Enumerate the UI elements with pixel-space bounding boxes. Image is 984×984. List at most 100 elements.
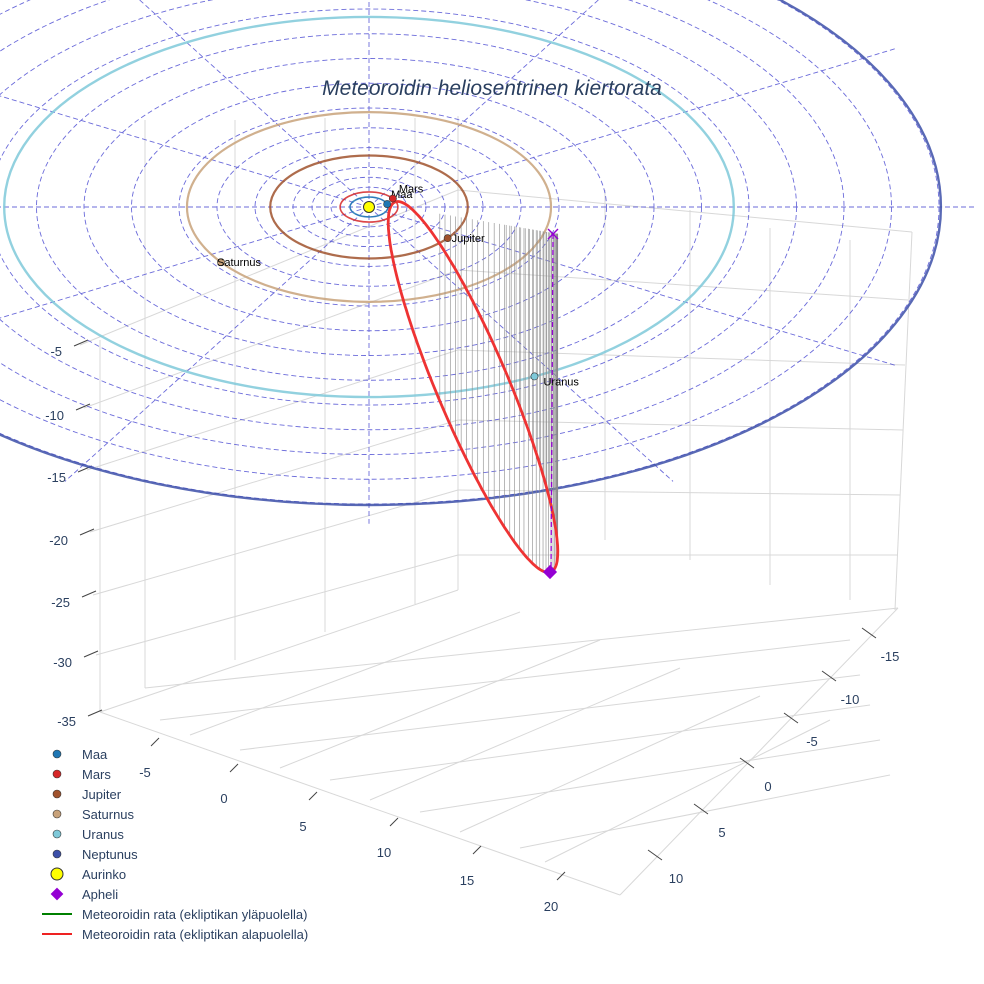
legend-swatch-circle-large <box>40 864 74 884</box>
legend-swatch-line <box>40 904 74 924</box>
ecliptic-grid-radial <box>368 48 896 208</box>
legend-label: Apheli <box>82 886 119 902</box>
ecliptic-grid-radial <box>0 206 370 319</box>
legend-item[interactable]: Maa <box>40 744 308 764</box>
legend: Maa Mars Jupiter Saturnus Uranus Neptunus Auri… <box>40 744 308 944</box>
legend-swatch-diamond <box>40 884 74 904</box>
ecliptic-grid-radial <box>368 206 896 366</box>
legend-item[interactable]: Meteoroidin rata (ekliptikan alapuolella… <box>40 924 308 944</box>
z-tick-label: -20 <box>49 533 68 548</box>
legend-item[interactable]: Neptunus <box>40 844 308 864</box>
planet-saturnus <box>217 258 225 267</box>
legend-item[interactable]: Mars <box>40 764 308 784</box>
ecliptic-grid-radial <box>138 0 370 208</box>
legend-swatch-circle <box>40 784 74 804</box>
y-tick-label: 0 <box>764 779 771 794</box>
legend-label: Saturnus <box>82 806 135 822</box>
legend-item[interactable]: Apheli <box>40 884 308 904</box>
orbit-saturnus <box>185 111 553 303</box>
legend-item[interactable]: Jupiter <box>40 784 308 804</box>
orbit-uranus <box>3 15 735 399</box>
z-tick-label: -25 <box>51 595 70 610</box>
aphelion-projection-line <box>550 233 554 573</box>
y-tick-mark <box>693 803 709 815</box>
x-tick-mark <box>556 871 566 881</box>
z-tick-label: -35 <box>57 714 76 729</box>
y-tick-mark <box>739 757 755 769</box>
legend-label: Meteoroidin rata (ekliptikan yläpuolella… <box>82 906 308 922</box>
ecliptic-grid-circle <box>0 0 845 455</box>
y-tick-label: -15 <box>881 649 900 664</box>
z-tick-label: -5 <box>50 344 62 359</box>
legend-swatch-circle <box>40 744 74 764</box>
orbit-neptunus <box>0 0 942 507</box>
x-tick-label: 20 <box>544 899 558 914</box>
x-tick-mark <box>308 791 318 801</box>
legend-label: Jupiter <box>82 786 122 802</box>
orbit-mars <box>339 191 399 223</box>
tick-labels: -5 -10 -15 -20 -25 -30 -35 -5 0 5 10 15 20 -15 -10 -5 0 5… <box>45 344 899 914</box>
legend-label: Mars <box>82 766 111 782</box>
z-tick-label: -30 <box>53 655 72 670</box>
planet-label-jupiter: Jupiter <box>452 233 485 245</box>
x-tick-label: 15 <box>460 873 474 888</box>
x-tick-mark <box>389 817 399 827</box>
legend-swatch-circle <box>40 824 74 844</box>
z-tick-mark <box>73 339 89 347</box>
z-tick-label: -10 <box>45 408 64 423</box>
planet-label-maa: Maa <box>391 189 413 201</box>
planet-orbits <box>0 0 942 507</box>
legend-swatch-circle <box>40 844 74 864</box>
planet-mars <box>388 194 397 203</box>
z-tick-label: -15 <box>47 470 66 485</box>
legend-item[interactable]: Aurinko <box>40 864 308 884</box>
box-grid <box>79 116 913 896</box>
legend-label: Aurinko <box>82 866 127 882</box>
legend-item[interactable]: Uranus <box>40 824 308 844</box>
z-tick-mark <box>83 650 99 658</box>
sun-marker <box>363 201 375 213</box>
planet-jupiter <box>443 234 452 243</box>
ecliptic-grid-radial <box>0 95 370 208</box>
planet-label-saturnus: Saturnus <box>217 257 262 269</box>
legend-item[interactable]: Meteoroidin rata (ekliptikan yläpuolella… <box>40 904 308 924</box>
ecliptic-grid-radial <box>64 206 370 482</box>
x-tick-mark <box>472 845 482 855</box>
x-tick-label: -5 <box>139 765 151 780</box>
y-tick-label: 10 <box>669 871 683 886</box>
y-tick-mark <box>821 670 837 682</box>
legend-label: Uranus <box>82 826 124 842</box>
projection-lines <box>439 213 559 573</box>
x-tick-mark <box>229 763 239 773</box>
z-tick-mark <box>79 528 95 536</box>
x-tick-label: 5 <box>299 819 306 834</box>
z-tick-mark <box>87 709 103 717</box>
y-tick-mark <box>861 627 877 639</box>
meteor-orbit-below-ecliptic <box>386 200 560 574</box>
planet-label-mars: Mars <box>399 184 424 196</box>
z-tick-mark <box>81 590 97 598</box>
z-tick-mark <box>75 403 91 411</box>
planet-label-uranus: Uranus <box>543 376 579 388</box>
aphelion-marker <box>542 564 558 580</box>
y-tick-label: 5 <box>718 825 725 840</box>
y-tick-mark <box>647 849 663 861</box>
y-tick-mark <box>783 712 799 724</box>
ecliptic-grid-radial <box>368 0 600 208</box>
legend-item[interactable]: Saturnus <box>40 804 308 824</box>
aphelion-projection-x-marker <box>547 228 559 240</box>
legend-swatch-line <box>40 924 74 944</box>
x-tick-label: 10 <box>377 845 391 860</box>
legend-swatch-circle <box>40 804 74 824</box>
y-tick-label: -10 <box>841 692 860 707</box>
y-tick-label: -5 <box>806 734 818 749</box>
ecliptic-grid-circle <box>0 0 940 505</box>
planet-maa <box>383 200 392 208</box>
legend-label: Meteoroidin rata (ekliptikan alapuolella… <box>82 926 309 942</box>
legend-label: Neptunus <box>82 846 138 862</box>
x-tick-label: 0 <box>220 791 227 806</box>
orbit-jupiter <box>269 154 469 260</box>
x-tick-mark <box>150 737 160 747</box>
